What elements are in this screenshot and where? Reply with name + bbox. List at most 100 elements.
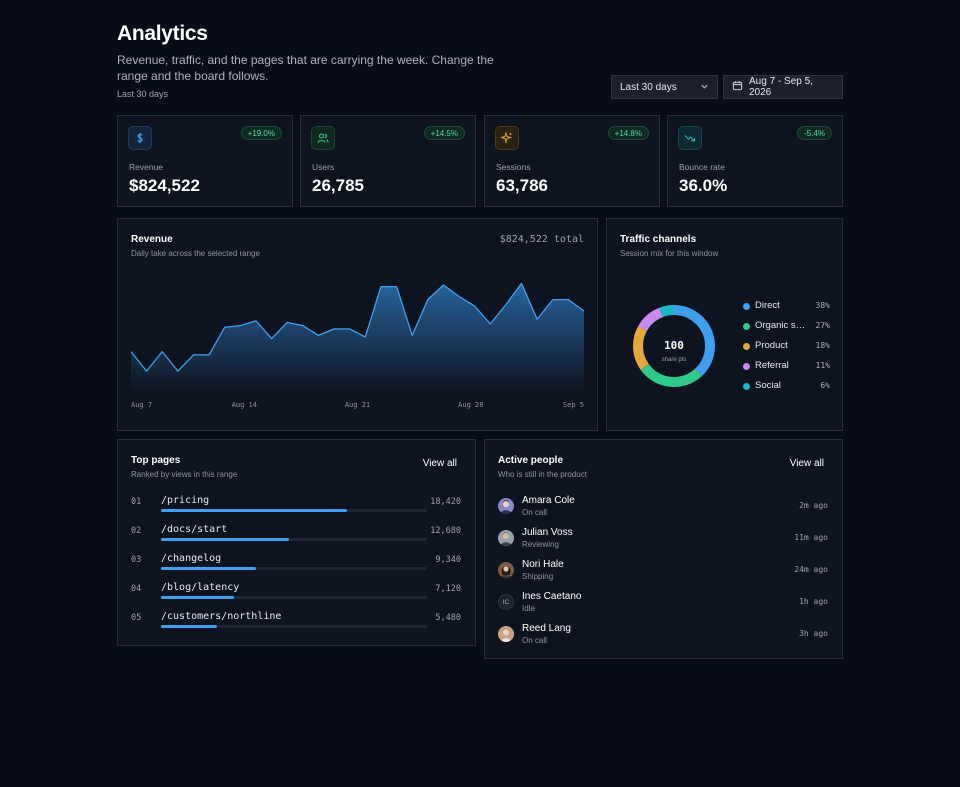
legend-percent: 11% — [815, 361, 830, 370]
page-rank: 05 — [131, 613, 142, 623]
trend-down-icon — [678, 126, 702, 150]
page-views: 7,120 — [435, 584, 461, 594]
page-views: 12,680 — [430, 526, 461, 536]
person-last-seen: 24m ago — [794, 565, 828, 574]
person-last-seen: 1h ago — [799, 597, 828, 606]
range-note: Last 30 days — [117, 89, 169, 99]
page-rank: 03 — [131, 555, 142, 565]
table-row[interactable]: 02 /docs/start 12,680 — [118, 524, 474, 553]
legend-item-product: Product 18% — [740, 339, 830, 359]
page-views: 9,340 — [435, 555, 461, 565]
legend-swatch — [743, 383, 750, 390]
legend-percent: 6% — [820, 381, 830, 390]
kpi-change-badge: +14.8% — [607, 126, 649, 140]
revenue-area-chart: Aug 7 Aug 14 Aug 21 Aug 28 Sep 5 — [131, 282, 585, 409]
person-last-seen: 2m ago — [799, 501, 828, 510]
range-select[interactable]: Last 30 days — [611, 75, 718, 99]
chevron-down-icon — [700, 82, 709, 93]
page-share-bar — [161, 625, 217, 628]
list-item[interactable]: Reed Lang On call 3h ago — [485, 623, 841, 655]
legend-item-organic-search: Organic search 27% — [740, 319, 830, 339]
x-axis-tick-label: Sep 5 — [563, 401, 584, 409]
list-item[interactable]: Nori Hale Shipping 24m ago — [485, 559, 841, 591]
page-header: Analytics Revenue, traffic, and the page… — [117, 20, 843, 100]
range-select-value: Last 30 days — [620, 81, 677, 93]
legend-label: Social — [755, 380, 781, 391]
page-rank: 04 — [131, 584, 142, 594]
list-item[interactable]: Amara Cole On call 2m ago — [485, 495, 841, 527]
person-status: Shipping — [522, 572, 554, 581]
x-axis-tick-label: Aug 14 — [232, 401, 257, 409]
page-path: /blog/latency — [161, 582, 240, 593]
active-people-view-all-button[interactable]: View all — [789, 458, 824, 469]
legend-swatch — [743, 343, 750, 350]
top-pages-view-all-button[interactable]: View all — [422, 458, 457, 469]
avatar — [498, 530, 514, 546]
person-status: Idle — [522, 604, 535, 613]
legend-percent: 18% — [815, 341, 830, 350]
kpi-card-revenue: +19.0% Revenue $824,522 — [117, 115, 293, 207]
page-path: /changelog — [161, 553, 222, 564]
calendar-icon — [732, 80, 743, 94]
table-row[interactable]: 01 /pricing 18,420 — [118, 495, 474, 524]
date-range-button[interactable]: Aug 7 - Sep 5, 2026 — [723, 75, 843, 99]
traffic-donut-chart: 100 share pts — [633, 305, 715, 387]
page-share-track — [161, 509, 427, 512]
kpi-card-sessions: +14.8% Sessions 63,786 — [484, 115, 660, 207]
x-axis-tick-label: Aug 21 — [345, 401, 370, 409]
legend-percent: 38% — [815, 301, 830, 310]
traffic-title: Traffic channels — [620, 234, 697, 245]
traffic-subtitle: Session mix for this window — [620, 249, 719, 258]
kpi-label: Users — [312, 162, 335, 172]
page-subtitle: Revenue, traffic, and the pages that are… — [117, 53, 494, 83]
legend-label: Organic search — [755, 320, 807, 331]
dollar-icon — [128, 126, 152, 150]
revenue-panel: Revenue Daily take across the selected r… — [117, 218, 598, 431]
revenue-area-fill — [131, 283, 584, 389]
revenue-subtitle: Daily take across the selected range — [131, 249, 260, 258]
donut-center-value: 100 — [664, 339, 684, 352]
page-path: /docs/start — [161, 524, 228, 535]
kpi-label: Revenue — [129, 162, 164, 172]
kpi-value: 36.0% — [679, 176, 728, 195]
page-share-track — [161, 567, 427, 570]
kpi-value: 26,785 — [312, 176, 364, 195]
table-row[interactable]: 05 /customers/northline 5,480 — [118, 611, 474, 640]
traffic-panel: Traffic channels Session mix for this wi… — [606, 218, 843, 431]
page-share-bar — [161, 596, 234, 599]
legend-swatch — [743, 303, 750, 310]
page-views: 5,480 — [435, 613, 461, 623]
revenue-title: Revenue — [131, 234, 173, 245]
page-path: /pricing — [161, 495, 210, 506]
legend-label: Direct — [755, 300, 780, 311]
avatar — [498, 626, 514, 642]
kpi-card-users: +14.5% Users 26,785 — [300, 115, 476, 207]
legend-label: Referral — [755, 360, 789, 371]
table-row[interactable]: 03 /changelog 9,340 — [118, 553, 474, 582]
donut-center-label: share pts — [662, 357, 687, 363]
kpi-value: $824,522 — [129, 176, 200, 195]
legend-label: Product — [755, 340, 788, 351]
legend-item-referral: Referral 11% — [740, 359, 830, 379]
avatar — [498, 498, 514, 514]
person-status: On call — [522, 636, 547, 645]
person-name: Amara Cole — [522, 495, 575, 506]
kpi-card-bounce-rate: -5.4% Bounce rate 36.0% — [667, 115, 843, 207]
donut-slice-organic-search — [633, 305, 715, 387]
top-pages-panel: Top pages Ranked by views in this range … — [117, 439, 476, 646]
kpi-change-badge: +14.5% — [423, 126, 465, 140]
traffic-legend: Direct 38% Organic search 27% Product 18… — [740, 299, 830, 399]
legend-percent: 27% — [815, 321, 830, 330]
page-share-track — [161, 538, 427, 541]
x-axis-tick-label: Aug 7 — [131, 401, 152, 409]
page-share-bar — [161, 509, 348, 512]
top-pages-title: Top pages — [131, 455, 181, 466]
users-icon — [311, 126, 335, 150]
active-people-title: Active people — [498, 455, 564, 466]
list-item[interactable]: Julian Voss Reviewing 11m ago — [485, 527, 841, 559]
table-row[interactable]: 04 /blog/latency 7,120 — [118, 582, 474, 611]
sparkle-icon — [495, 126, 519, 150]
list-item[interactable]: IC Ines Caetano Idle 1h ago — [485, 591, 841, 623]
page-title: Analytics — [117, 22, 208, 45]
page-share-track — [161, 596, 427, 599]
